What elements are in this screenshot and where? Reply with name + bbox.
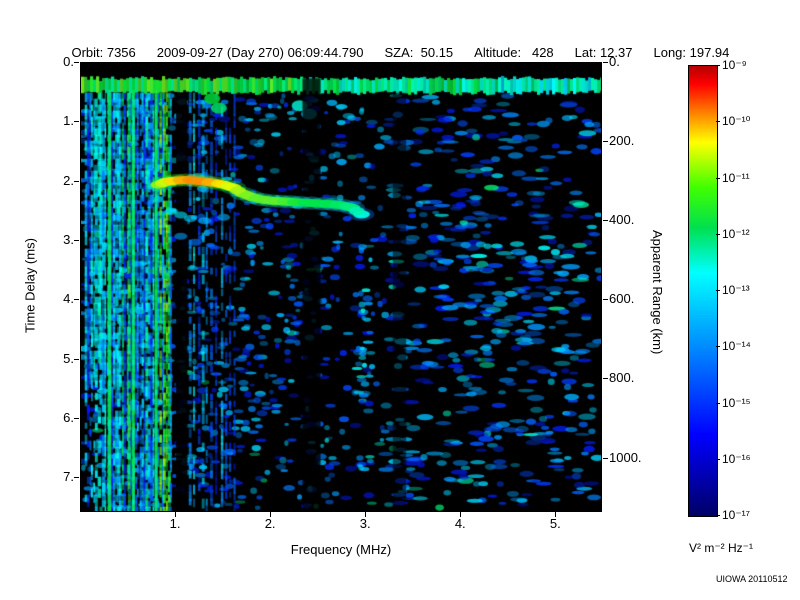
colorbar-tick-mark bbox=[716, 233, 720, 235]
x-tick-label: 4. bbox=[454, 516, 466, 531]
y-tick-mark bbox=[74, 121, 79, 123]
x-tick-label: 5. bbox=[549, 516, 561, 531]
range-tick-label: 400. bbox=[609, 212, 635, 228]
colorbar-unit-label: V² m⁻² Hz⁻¹ bbox=[689, 541, 753, 555]
header-orbit: Orbit: 7356 bbox=[71, 45, 136, 60]
colorbar-tick-mark bbox=[716, 290, 720, 291]
colorbar-tick-mark bbox=[716, 346, 720, 348]
y-tick-label: 2. bbox=[63, 172, 74, 188]
range-tick-label: 200. bbox=[609, 133, 635, 149]
y-axis-label-right: Apparent Range (km) bbox=[650, 229, 665, 355]
y-tick-mark bbox=[74, 358, 79, 360]
range-tick-mark bbox=[603, 141, 608, 143]
x-axis-label: Frequency (MHz) bbox=[290, 542, 392, 557]
y-tick-mark bbox=[74, 180, 79, 182]
y-tick-mark bbox=[74, 62, 79, 63]
y-tick-label: 4. bbox=[63, 291, 74, 307]
y-tick-label: 5. bbox=[63, 350, 74, 366]
y-tick-label: 3. bbox=[63, 232, 74, 247]
header-lat: Lat: 12.37 bbox=[574, 45, 633, 60]
colorbar-tick-mark bbox=[716, 177, 720, 179]
x-tick-label: 3. bbox=[359, 516, 371, 531]
colorbar-tick-label: 10⁻¹⁵ bbox=[722, 395, 751, 410]
range-tick-mark bbox=[603, 62, 608, 63]
range-tick-mark bbox=[603, 220, 608, 222]
colorbar-tick-label: 10⁻¹⁴ bbox=[722, 339, 751, 354]
header-altitude: Altitude: 428 bbox=[474, 45, 554, 60]
range-tick-label: 600. bbox=[609, 291, 635, 307]
y-tick-mark bbox=[74, 240, 79, 241]
colorbar-tick-mark bbox=[716, 65, 720, 66]
y-tick-label: 7. bbox=[63, 469, 74, 485]
colorbar-tick-mark bbox=[716, 402, 720, 404]
x-tick-mark bbox=[175, 512, 177, 517]
x-tick-mark bbox=[365, 512, 367, 517]
x-tick-mark bbox=[555, 512, 557, 517]
y-tick-mark bbox=[74, 299, 79, 301]
colorbar-tick-mark bbox=[716, 121, 720, 123]
y-tick-label: 6. bbox=[63, 410, 74, 426]
credit-text: UIOWA 20110512 bbox=[716, 574, 788, 584]
colorbar-tick-label: 10⁻¹³ bbox=[722, 283, 750, 297]
y-tick-label: 0. bbox=[63, 54, 74, 69]
header-long: Long: 197.94 bbox=[653, 45, 730, 60]
x-tick-label: 2. bbox=[264, 516, 276, 531]
x-tick-mark bbox=[460, 512, 462, 517]
colorbar-tick-mark bbox=[716, 515, 720, 516]
x-tick-mark bbox=[270, 512, 272, 517]
header-sza: SZA: 50.15 bbox=[384, 45, 454, 60]
header-datetime: 2009-09-27 (Day 270) 06:09:44.790 bbox=[156, 45, 364, 60]
header: Orbit: 7356 2009-09-27 (Day 270) 06:09:44… bbox=[57, 30, 750, 75]
spectrogram-canvas bbox=[80, 62, 602, 512]
colorbar-tick-label: 10⁻¹⁶ bbox=[722, 451, 751, 466]
range-tick-mark bbox=[603, 299, 608, 301]
colorbar-tick-label: 10⁻⁹ bbox=[722, 58, 747, 72]
colorbar-tick-label: 10⁻¹⁷ bbox=[722, 508, 751, 522]
colorbar-tick-mark bbox=[716, 458, 720, 460]
range-tick-label: 1000. bbox=[609, 449, 642, 465]
x-tick-label: 1. bbox=[169, 516, 181, 531]
colorbar-tick-label: 10⁻¹² bbox=[722, 226, 750, 241]
y-tick-mark bbox=[74, 418, 79, 420]
range-tick-label: 0. bbox=[609, 54, 620, 69]
range-tick-label: 800. bbox=[609, 370, 635, 386]
y-axis-label-left: Time Delay (ms) bbox=[22, 238, 38, 333]
range-tick-mark bbox=[603, 378, 608, 380]
y-tick-label: 1. bbox=[63, 113, 74, 129]
y-tick-mark bbox=[74, 477, 79, 479]
colorbar-tick-label: 10⁻¹⁰ bbox=[722, 114, 751, 129]
colorbar-tick-label: 10⁻¹¹ bbox=[722, 170, 750, 185]
range-tick-mark bbox=[603, 457, 608, 459]
colorbar bbox=[688, 65, 718, 517]
